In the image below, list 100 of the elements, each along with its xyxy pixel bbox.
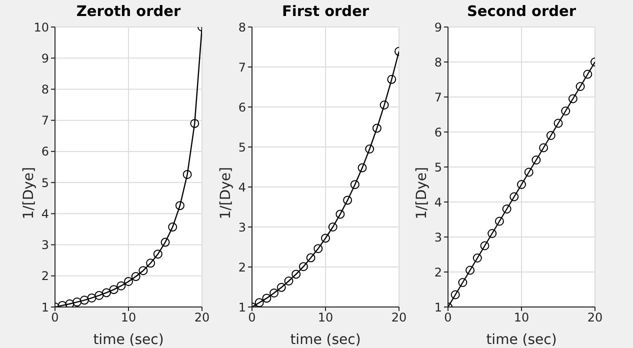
chart-title: Second order: [466, 4, 578, 20]
x-axis-title: time (sec): [290, 332, 361, 348]
point: [380, 100, 389, 110]
y-tick-label: 8: [434, 55, 442, 70]
point: [124, 276, 133, 286]
x-axis-title: time (sec): [486, 332, 557, 348]
y-tick-label: 5: [41, 176, 49, 190]
y-tick-label: 8: [41, 82, 49, 96]
point: [568, 94, 578, 104]
y-tick-label: 2: [238, 260, 246, 274]
y-axis-title: 1/[Dye]: [218, 167, 234, 220]
point: [583, 70, 592, 79]
point: [524, 168, 534, 177]
y-tick-label: 7: [41, 114, 49, 128]
point: [276, 282, 286, 292]
x-tick-label: 10: [120, 310, 136, 325]
y-tick-label: 9: [41, 51, 49, 66]
point: [546, 131, 556, 140]
point: [480, 241, 490, 250]
point: [298, 262, 308, 272]
x-tick-label: 0: [51, 310, 59, 325]
point: [502, 204, 512, 214]
y-tick-label: 7: [238, 60, 246, 74]
y-axis-title: 1/[Dye]: [20, 167, 37, 220]
point: [488, 229, 497, 238]
y-tick-label: 3: [41, 238, 49, 252]
y-axis-title: 1/[Dye]: [414, 167, 430, 220]
x-tick-label: 20: [391, 310, 407, 325]
y-tick-label: 4: [238, 180, 246, 194]
y-tick-label: 5: [434, 160, 442, 174]
point: [94, 290, 104, 300]
y-tick-label: 4: [434, 195, 442, 210]
y-tick-label: 1: [41, 300, 49, 314]
point: [561, 106, 570, 116]
y-tick-label: 7: [434, 90, 442, 104]
point: [358, 163, 367, 172]
point: [160, 238, 170, 247]
x-tick-label: 0: [444, 310, 452, 325]
y-tick-label: 6: [238, 100, 246, 114]
point: [116, 281, 126, 290]
y-tick-label: 1: [434, 300, 442, 314]
point: [292, 270, 301, 279]
chart-title: Zeroth order: [75, 4, 182, 20]
point: [387, 74, 396, 84]
point: [350, 180, 360, 190]
y-tick-label: 10: [34, 20, 49, 34]
point: [109, 285, 118, 294]
point: [328, 222, 338, 232]
y-tick-label: 5: [238, 140, 246, 154]
point: [190, 118, 200, 128]
point: [336, 210, 345, 219]
point: [494, 216, 504, 226]
point: [306, 253, 316, 262]
point: [146, 258, 156, 268]
point: [262, 294, 272, 303]
point: [472, 254, 482, 262]
x-tick-label: 20: [587, 310, 603, 325]
point: [72, 298, 82, 307]
y-tick-label: 1: [238, 300, 246, 314]
point: [343, 196, 352, 205]
point: [466, 266, 475, 275]
point: [131, 272, 140, 282]
point: [365, 144, 374, 154]
x-tick-label: 10: [514, 310, 530, 325]
y-tick-label: 2: [41, 269, 49, 284]
point: [554, 118, 563, 128]
point: [80, 296, 89, 305]
chart-title: First order: [280, 4, 370, 20]
y-tick-label: 6: [434, 125, 442, 140]
y-tick-label: 8: [238, 20, 246, 34]
point: [153, 250, 162, 259]
point: [168, 222, 178, 232]
y-tick-label: 3: [238, 220, 246, 234]
point: [138, 266, 148, 276]
point: [372, 124, 382, 133]
x-tick-label: 10: [318, 310, 334, 325]
point: [102, 288, 111, 298]
point: [87, 293, 96, 302]
y-tick-label: 3: [434, 230, 442, 244]
x-tick-label: 20: [194, 310, 210, 325]
point: [517, 180, 526, 189]
point: [284, 276, 294, 286]
y-tick-label: 9: [434, 20, 442, 34]
point: [270, 288, 279, 298]
x-tick-label: 0: [248, 310, 256, 325]
y-tick-label: 4: [41, 206, 49, 221]
point: [576, 82, 585, 91]
point: [510, 192, 519, 202]
y-tick-label: 6: [41, 144, 49, 159]
point: [314, 244, 323, 254]
point: [539, 143, 548, 152]
y-tick-label: 2: [434, 265, 442, 280]
point: [175, 201, 184, 210]
point: [321, 234, 330, 243]
x-axis-title: time (sec): [93, 332, 164, 348]
point: [254, 298, 264, 307]
point: [450, 290, 460, 300]
point: [65, 299, 74, 307]
point: [182, 170, 192, 179]
point: [532, 156, 541, 164]
